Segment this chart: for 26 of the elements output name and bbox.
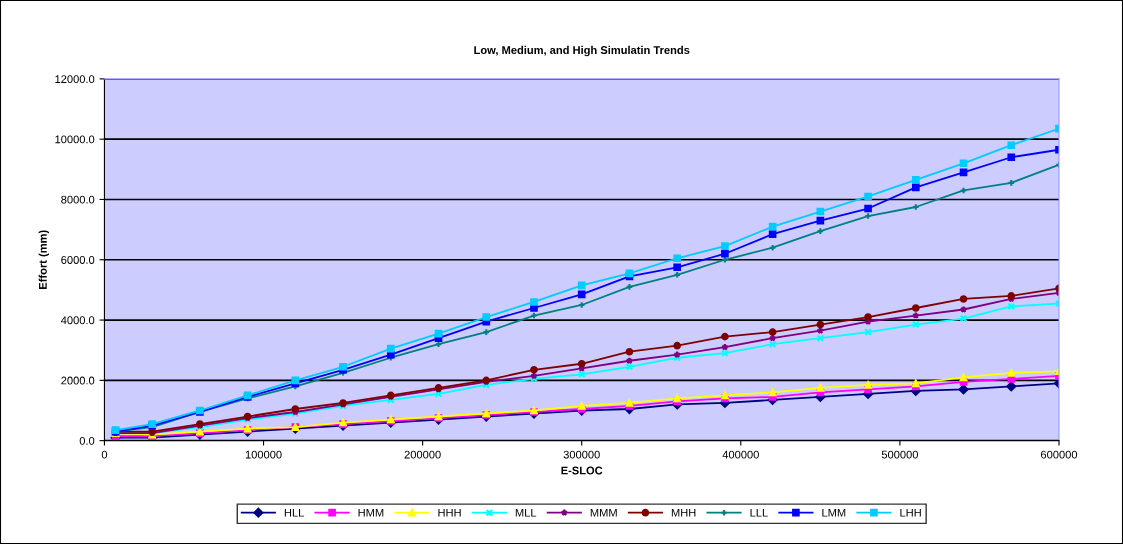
chart-title: Low, Medium, and High Simulatin Trends — [474, 45, 690, 57]
legend-label: MMM — [590, 508, 617, 517]
legend-label: HHH — [438, 508, 461, 517]
x-tick-label: 200000 — [404, 450, 441, 459]
y-tick-label: 10000.0 — [55, 135, 95, 144]
y-tick-label: 6000.0 — [61, 256, 95, 264]
y-tick-label: 0.0 — [79, 436, 95, 445]
x-tick-label: 100000 — [245, 450, 282, 459]
x-tick-label: 400000 — [722, 450, 759, 459]
legend-label: LHH — [900, 508, 921, 517]
x-tick-label: 0 — [101, 450, 108, 459]
x-tick-label: 500000 — [881, 450, 918, 459]
y-tick-label: 4000.0 — [60, 316, 95, 325]
x-tick-label: 600000 — [1041, 450, 1078, 459]
legend-label: MLL — [515, 508, 537, 517]
x-axis-title: E-SLOC — [561, 466, 603, 475]
y-tick-label: 8000.0 — [61, 195, 95, 204]
legend-label: LLL — [750, 508, 768, 517]
x-tick-label: 300000 — [563, 450, 600, 459]
legend-label: LMM — [822, 508, 846, 517]
y-axis-title: Effort (mm) — [38, 230, 49, 289]
y-tick-label: 12000.0 — [55, 75, 95, 84]
legend-label: HLL — [284, 508, 304, 517]
legend-label: MHH — [671, 508, 696, 517]
y-tick-label: 2000.0 — [61, 376, 95, 385]
legend-label: HMM — [358, 508, 384, 517]
